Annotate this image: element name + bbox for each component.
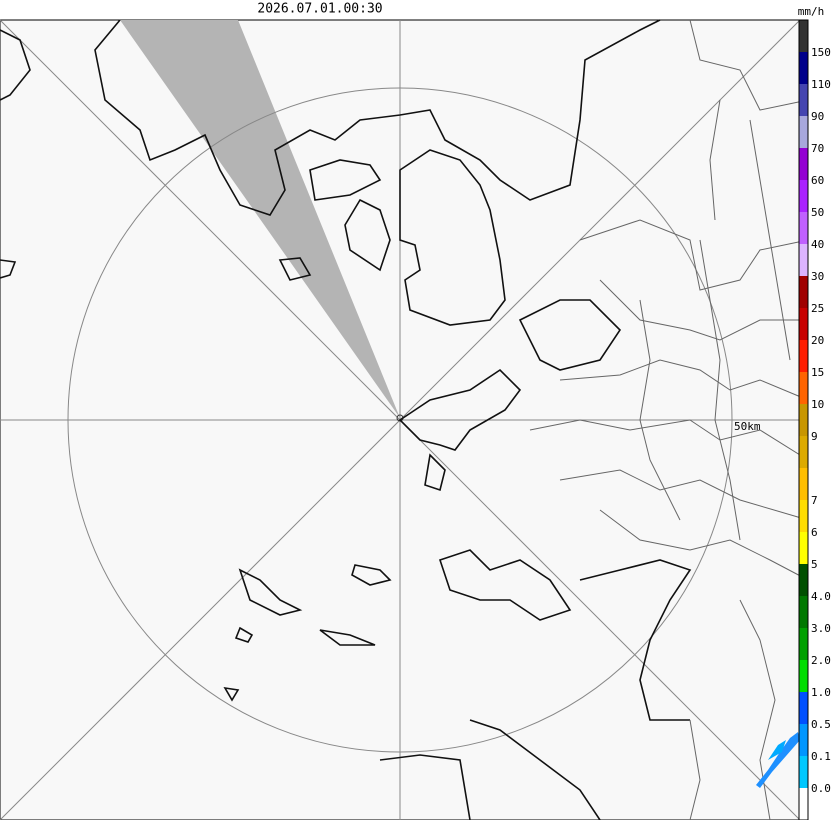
colorbar-label: 0.0 (811, 782, 831, 795)
legend-unit: mm/h (798, 5, 825, 18)
colorbar-swatch (799, 308, 808, 340)
colorbar-swatch (799, 372, 808, 404)
colorbar-swatch (799, 404, 808, 436)
colorbar-label: 40 (811, 238, 824, 251)
blocked-beam-sector (120, 20, 400, 418)
precipitation-echo (756, 732, 800, 788)
colorbar-label: 5 (811, 558, 818, 571)
colorbar-swatch (799, 628, 808, 660)
colorbar-label: 25 (811, 302, 824, 315)
colorbar-label: 30 (811, 270, 824, 283)
colorbar-swatch (799, 20, 808, 52)
colorbar-swatch (799, 116, 808, 148)
colorbar-swatch (799, 52, 808, 84)
colorbar-label: 50 (811, 206, 824, 219)
colorbar-swatch (799, 276, 808, 308)
colorbar-swatch (799, 436, 808, 468)
colorbar-frame (798, 19, 809, 820)
colorbar: 150 110 90 70 60 50 40 30 25 20 15 10 9 7 6 5 4.0 3.0 2.0 1… (798, 19, 831, 820)
colorbar-swatch (799, 340, 808, 372)
colorbar-swatch (799, 532, 808, 564)
colorbar-label: 0.1 (811, 750, 831, 763)
colorbar-label: 20 (811, 334, 824, 347)
colorbar-label: 9 (811, 430, 818, 443)
colorbar-label: 70 (811, 142, 824, 155)
colorbar-label: 10 (811, 398, 824, 411)
colorbar-swatch (799, 788, 808, 820)
colorbar-swatch (799, 692, 808, 724)
colorbar-swatch (799, 180, 808, 212)
colorbar-swatch (799, 596, 808, 628)
colorbar-label: 15 (811, 366, 824, 379)
colorbar-label: 7 (811, 494, 818, 507)
colorbar-label: 3.0 (811, 622, 831, 635)
coastlines (0, 19, 692, 820)
colorbar-swatch (799, 212, 808, 244)
timestamp: 2026.07.01.00:30 (257, 2, 382, 17)
colorbar-swatch (799, 660, 808, 692)
colorbar-swatch (799, 148, 808, 180)
map: 50km (0, 19, 809, 820)
colorbar-swatch (799, 244, 808, 276)
colorbar-swatch (799, 724, 808, 756)
admin-borders (529, 19, 809, 820)
colorbar-label: 0.5 (811, 718, 831, 731)
colorbar-label: 6 (811, 526, 818, 539)
colorbar-label: 2.0 (811, 654, 831, 667)
colorbar-swatch (799, 84, 808, 116)
colorbar-swatch (799, 564, 808, 596)
colorbar-label: 90 (811, 110, 824, 123)
colorbar-label: 150 (811, 46, 831, 59)
colorbar-swatch (799, 756, 808, 788)
colorbar-label: 4.0 (811, 590, 831, 603)
colorbar-label: 110 (811, 78, 831, 91)
colorbar-swatch (799, 468, 808, 500)
colorbar-label: 60 (811, 174, 824, 187)
colorbar-label: 1.0 (811, 686, 831, 699)
colorbar-swatch (799, 500, 808, 532)
range-label: 50km (734, 420, 761, 433)
